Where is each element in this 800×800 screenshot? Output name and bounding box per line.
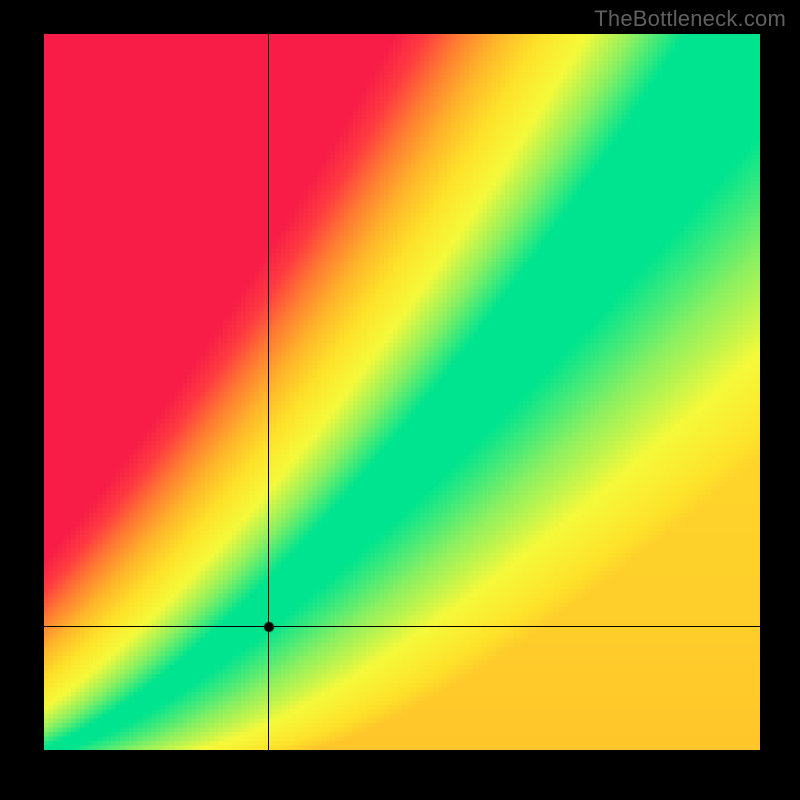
- bottleneck-heatmap: [44, 34, 760, 750]
- crosshair-vertical-line: [268, 34, 269, 750]
- watermark-text: TheBottleneck.com: [594, 6, 786, 32]
- crosshair-marker: [263, 621, 275, 633]
- crosshair-horizontal-line: [44, 626, 760, 627]
- heatmap-plot-area: [44, 34, 760, 750]
